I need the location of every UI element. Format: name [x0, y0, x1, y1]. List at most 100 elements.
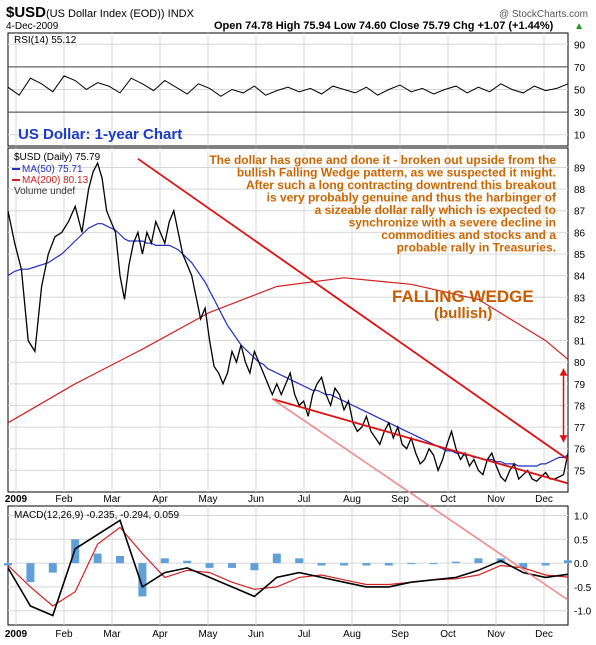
- price-line: [7, 161, 569, 483]
- rsi-line: [7, 75, 569, 97]
- chart-title: US Dollar: 1-year Chart: [18, 126, 182, 143]
- macd-hist-bar: [474, 558, 483, 564]
- price-tick-12: 87: [574, 207, 586, 218]
- macd-hist-bar: [541, 563, 550, 566]
- macd-hist-bar: [228, 563, 236, 568]
- month-label-2: Mar: [103, 629, 121, 640]
- month-label-4: May: [199, 629, 218, 640]
- month-label-1: Feb: [55, 629, 73, 640]
- price-tick-9: 84: [574, 272, 586, 283]
- price-tick-8: 83: [574, 293, 586, 304]
- month-label-9: Oct: [440, 494, 456, 505]
- rsi-tick-3: 70: [574, 63, 586, 74]
- macd-line: [7, 519, 569, 617]
- wedge-projection-line: [271, 398, 569, 601]
- annotation-line-0: The dollar has gone and done it - broken…: [209, 153, 556, 167]
- month-label-1: Feb: [55, 494, 73, 505]
- month-label-6: Jul: [298, 629, 311, 640]
- annotation-line-4: a sizeable dollar rally which is expecte…: [315, 203, 556, 217]
- macd-hist-bar: [26, 563, 35, 583]
- annotation-line-7: probable rally in Treasuries.: [397, 241, 556, 255]
- price-tick-13: 88: [574, 185, 586, 196]
- price-tick-7: 82: [574, 315, 586, 326]
- macd-tick-0: -1.0: [574, 607, 592, 618]
- ma200-line: [7, 277, 569, 424]
- header-ohlc: Open 74.78 High 75.94 Low 74.60 Close 75…: [214, 20, 554, 32]
- macd-panel-frame: [7, 505, 569, 626]
- volume-label: Volume undef: [14, 186, 75, 197]
- annotation-line-3: is very probably genuine and thus the ha…: [267, 191, 557, 205]
- annotation-line-6: commodities and stocks and a: [381, 228, 556, 242]
- wedge-upper-line: [137, 158, 569, 461]
- macd-hist-bar: [384, 563, 393, 566]
- macd-hist-bar: [272, 553, 281, 564]
- macd-hist-bar: [519, 563, 528, 568]
- rsi-tick-2: 50: [574, 86, 586, 97]
- macd-tick-3: 0.5: [574, 535, 588, 546]
- rsi-label: RSI(14) 55.12: [14, 35, 77, 46]
- price-tick-10: 85: [574, 250, 586, 261]
- rsi-tick-1: 30: [574, 108, 586, 119]
- month-label-3: Apr: [152, 494, 168, 505]
- annotation-line-2: After such a long contracting downtrend …: [246, 178, 556, 192]
- macd-hist-bar: [93, 553, 102, 564]
- rsi-tick-4: 90: [574, 40, 586, 51]
- wedge-lower-line: [272, 398, 569, 485]
- macd-hist-bar: [160, 558, 169, 564]
- month-label-8: Sep: [391, 494, 409, 505]
- price-panel-frame: [7, 147, 569, 493]
- macd-hist-bar: [48, 563, 57, 573]
- ma50-label: MA(50) 75.71: [22, 164, 83, 175]
- month-label-7: Aug: [343, 629, 361, 640]
- header-date: 4-Dec-2009: [6, 21, 59, 32]
- macd-hist-bar: [362, 563, 371, 566]
- macd-hist-bar: [340, 563, 348, 566]
- macd-hist-bar: [138, 563, 147, 597]
- macd-hist-bar: [429, 563, 438, 565]
- macd-tick-4: 1.0: [574, 512, 588, 523]
- breakout-arrow-down-icon: [559, 435, 568, 443]
- month-label-2: Mar: [103, 494, 121, 505]
- macd-tick-1: -0.5: [574, 583, 592, 594]
- price-tick-4: 79: [574, 380, 586, 391]
- pattern-label: FALLING WEDGE: [392, 287, 534, 306]
- header-symbol: $USD: [6, 4, 46, 21]
- macd-hist-bar: [317, 563, 326, 566]
- header-name: (US Dollar Index (EOD)) INDX: [46, 8, 195, 20]
- macd-hist-bar: [452, 561, 460, 564]
- macd-hist-bar: [564, 560, 572, 564]
- month-label-7: Aug: [343, 494, 361, 505]
- month-label-8: Sep: [391, 629, 409, 640]
- month-label-5: Jun: [248, 629, 264, 640]
- month-label-0: 2009: [5, 629, 28, 640]
- month-label-0: 2009: [5, 494, 28, 505]
- month-label-10: Nov: [487, 494, 505, 505]
- month-label-5: Jun: [248, 494, 264, 505]
- annotation-line-5: synchronize with a severe decline in: [349, 216, 556, 230]
- month-label-11: Dec: [535, 494, 553, 505]
- annotation-line-1: bullish Falling Wedge pattern, as we sus…: [237, 166, 556, 180]
- price-tick-1: 76: [574, 445, 586, 456]
- macd-tick-2: 0.0: [574, 559, 588, 570]
- rsi-tick-0: 10: [574, 131, 586, 142]
- macd-hist-bar: [250, 563, 259, 571]
- watermark: @ StockCharts.com: [499, 9, 588, 20]
- month-label-3: Apr: [152, 629, 168, 640]
- macd-hist-bar: [407, 563, 416, 565]
- macd-hist-bar: [295, 558, 304, 564]
- macd-hist-bar: [116, 555, 124, 564]
- price-label: $USD (Daily) 75.79: [14, 152, 101, 163]
- price-tick-2: 77: [574, 423, 586, 434]
- macd-signal-line: [7, 526, 569, 607]
- macd-hist-bar: [183, 560, 192, 564]
- price-tick-0: 75: [574, 466, 586, 477]
- price-tick-6: 81: [574, 337, 586, 348]
- breakout-arrow-up-icon: [559, 368, 568, 376]
- month-label-11: Dec: [535, 629, 553, 640]
- macd-hist-bar: [205, 563, 214, 568]
- month-label-6: Jul: [298, 494, 311, 505]
- price-tick-3: 78: [574, 401, 586, 412]
- macd-hist-bar: [4, 563, 12, 566]
- month-label-9: Oct: [440, 629, 456, 640]
